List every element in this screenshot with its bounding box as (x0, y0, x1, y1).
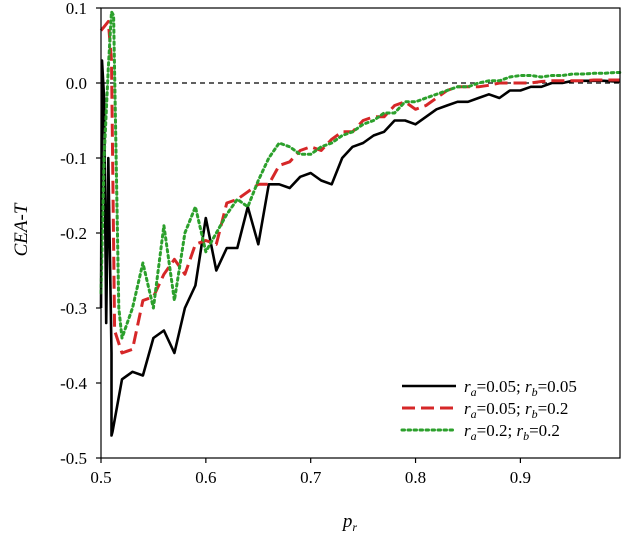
x-tick-label: 0.5 (90, 468, 111, 487)
y-tick-label: -0.3 (60, 299, 87, 318)
legend-label-1: ra=0.05; rb=0.05 (464, 377, 577, 399)
series-line-2 (99, 20, 620, 355)
x-tick-label: 0.9 (510, 468, 531, 487)
y-tick-label: -0.4 (60, 374, 87, 393)
x-axis-title-main: p (341, 511, 353, 532)
y-tick-label: -0.2 (60, 224, 87, 243)
series-line-1 (99, 59, 620, 437)
x-tick-label: 0.6 (195, 468, 216, 487)
legend-label-3: ra=0.2; rb=0.2 (464, 421, 560, 443)
x-tick-label: 0.8 (405, 468, 426, 487)
legend-label-2: ra=0.05; rb=0.2 (464, 399, 568, 421)
y-tick-label: -0.5 (60, 449, 87, 468)
x-tick-label: 0.7 (300, 468, 322, 487)
y-tick-label: 0.0 (66, 74, 87, 93)
y-tick-label: 0.1 (66, 0, 87, 18)
axes-layer: 0.1 0.0 -0.1 -0.2 -0.3 -0.4 -0.50.5 0.6 0.7 0.8 0.… (60, 0, 621, 487)
x-axis-title-sub: r (352, 520, 357, 534)
y-tick-label: -0.1 (60, 149, 87, 168)
series-layer (99, 10, 622, 437)
series-line-3 (99, 10, 622, 340)
y-axis-title: CEA-T (11, 202, 32, 256)
x-axis-title: pr (341, 511, 358, 534)
